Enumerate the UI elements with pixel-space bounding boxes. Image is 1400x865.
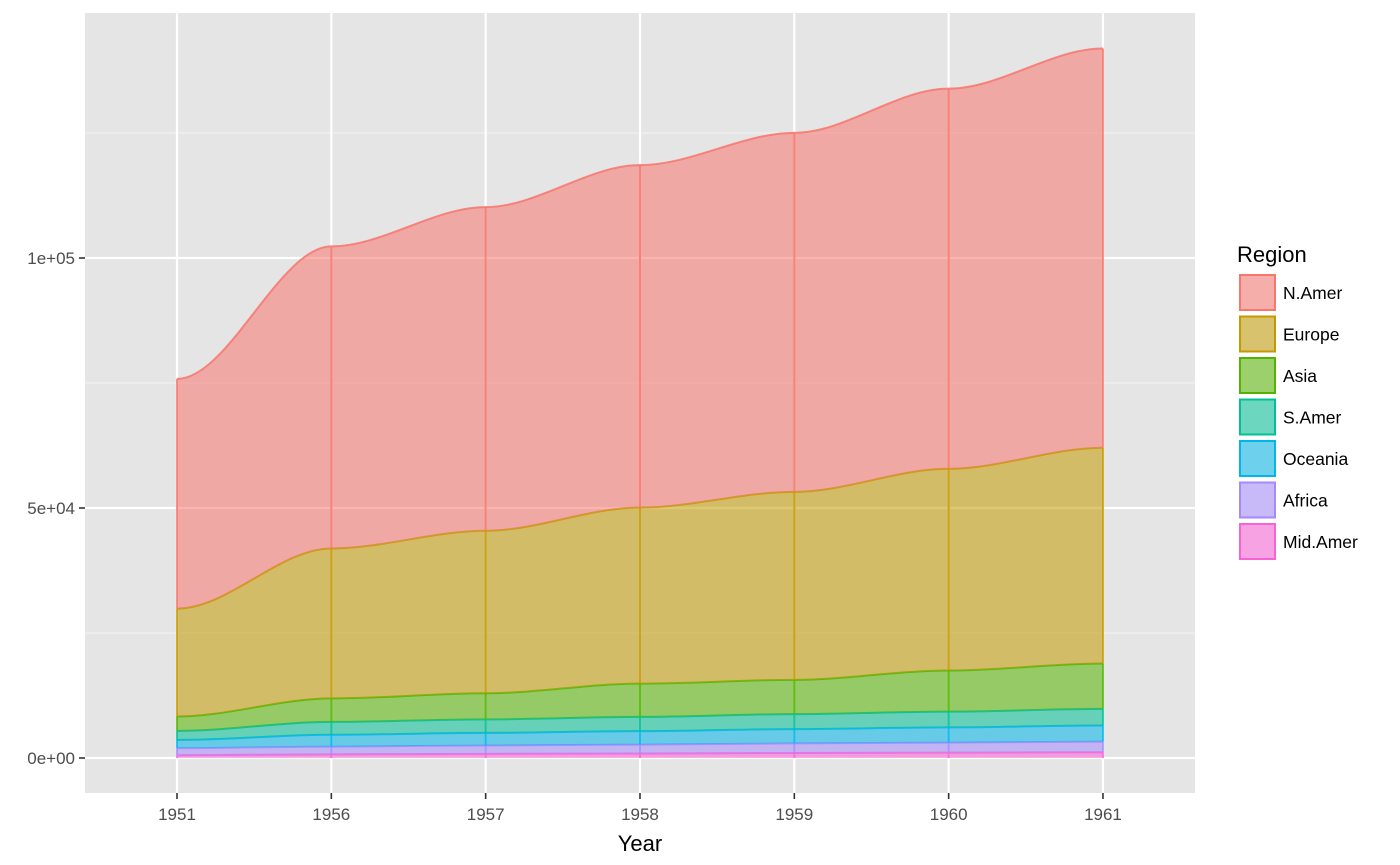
y-axis: 0e+00 5e+04 1e+05 <box>27 249 85 768</box>
legend-swatch <box>1239 357 1276 394</box>
y-tick-label: 0e+00 <box>27 749 75 768</box>
y-tick-label: 5e+04 <box>27 499 75 518</box>
y-tick-label: 1e+05 <box>27 249 75 268</box>
x-tick-label: 1956 <box>312 805 350 824</box>
x-tick-label: 1960 <box>930 805 968 824</box>
legend-swatch <box>1239 481 1276 519</box>
x-axis: 1951 1956 1957 1958 1959 1960 1961 <box>158 793 1122 824</box>
legend-title: Region <box>1237 242 1307 267</box>
x-tick-label: 1958 <box>621 805 659 824</box>
x-axis-title: Year <box>618 831 662 856</box>
legend: Region N.Amer Europe Asia S.Amer Oceania Afri… <box>1237 242 1358 560</box>
legend-label: N.Amer <box>1283 283 1342 303</box>
x-tick-label: 1957 <box>467 805 505 824</box>
year-outline-lines <box>176 48 1104 758</box>
legend-label: Europe <box>1283 325 1339 345</box>
legend-swatch <box>1239 440 1276 477</box>
legend-swatch <box>1239 398 1276 436</box>
x-tick-label: 1951 <box>158 805 196 824</box>
legend-swatch <box>1239 274 1276 311</box>
legend-label: Mid.Amer <box>1283 532 1358 552</box>
legend-label: Africa <box>1283 491 1328 511</box>
x-tick-label: 1959 <box>775 805 813 824</box>
legend-swatch <box>1239 315 1276 353</box>
legend-label: S.Amer <box>1283 408 1342 428</box>
legend-swatch <box>1239 523 1276 560</box>
legend-label: Oceania <box>1283 449 1348 469</box>
legend-label: Asia <box>1283 366 1317 386</box>
x-tick-label: 1961 <box>1084 805 1122 824</box>
